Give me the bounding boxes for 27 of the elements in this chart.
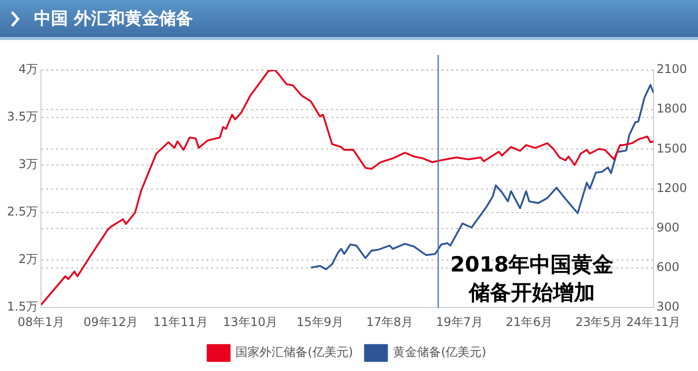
y-tick-label: 2.5万: [6, 204, 38, 219]
y-tick-label: 4万: [18, 62, 38, 76]
x-tick-label: 11年11月: [153, 314, 208, 329]
x-tick-label: 08年1月: [18, 314, 65, 329]
y2-tick-label: 900: [656, 220, 680, 235]
x-tick-label: 15年9月: [296, 314, 344, 329]
y2-tick-label: 1800: [656, 102, 688, 116]
y2-tick-label: 2100: [656, 62, 688, 76]
x-tick-label: 24年11月: [626, 314, 681, 329]
legend-label: 国家外汇储备(亿美元): [236, 345, 354, 360]
y2-tick-label: 300: [656, 300, 680, 314]
y2-tick-label: 1200: [656, 180, 688, 195]
y-tick-label: 1.5万: [6, 300, 38, 314]
y-tick-label: 3.5万: [6, 110, 38, 124]
chart-title: 中国 外汇和黄金储备: [34, 8, 193, 30]
x-tick-label: 21年6月: [506, 314, 553, 329]
x-tick-label: 13年10月: [222, 314, 278, 329]
x-tick-label: 09年12月: [84, 314, 138, 329]
y2-tick-label: 1500: [656, 141, 688, 156]
ref-line-label: 2018年中国黄金储备开始增加: [450, 252, 614, 305]
x-tick-label: 23年5月: [575, 314, 622, 329]
y2-tick-label: 600: [656, 260, 680, 274]
legend-label: 黄金储备(亿美元): [393, 345, 486, 360]
y-tick-label: 3万: [18, 157, 38, 172]
x-tick-label: 19年7月: [436, 314, 483, 329]
x-tick-label: 17年8月: [366, 314, 414, 329]
y-tick-label: 2万: [18, 252, 38, 266]
